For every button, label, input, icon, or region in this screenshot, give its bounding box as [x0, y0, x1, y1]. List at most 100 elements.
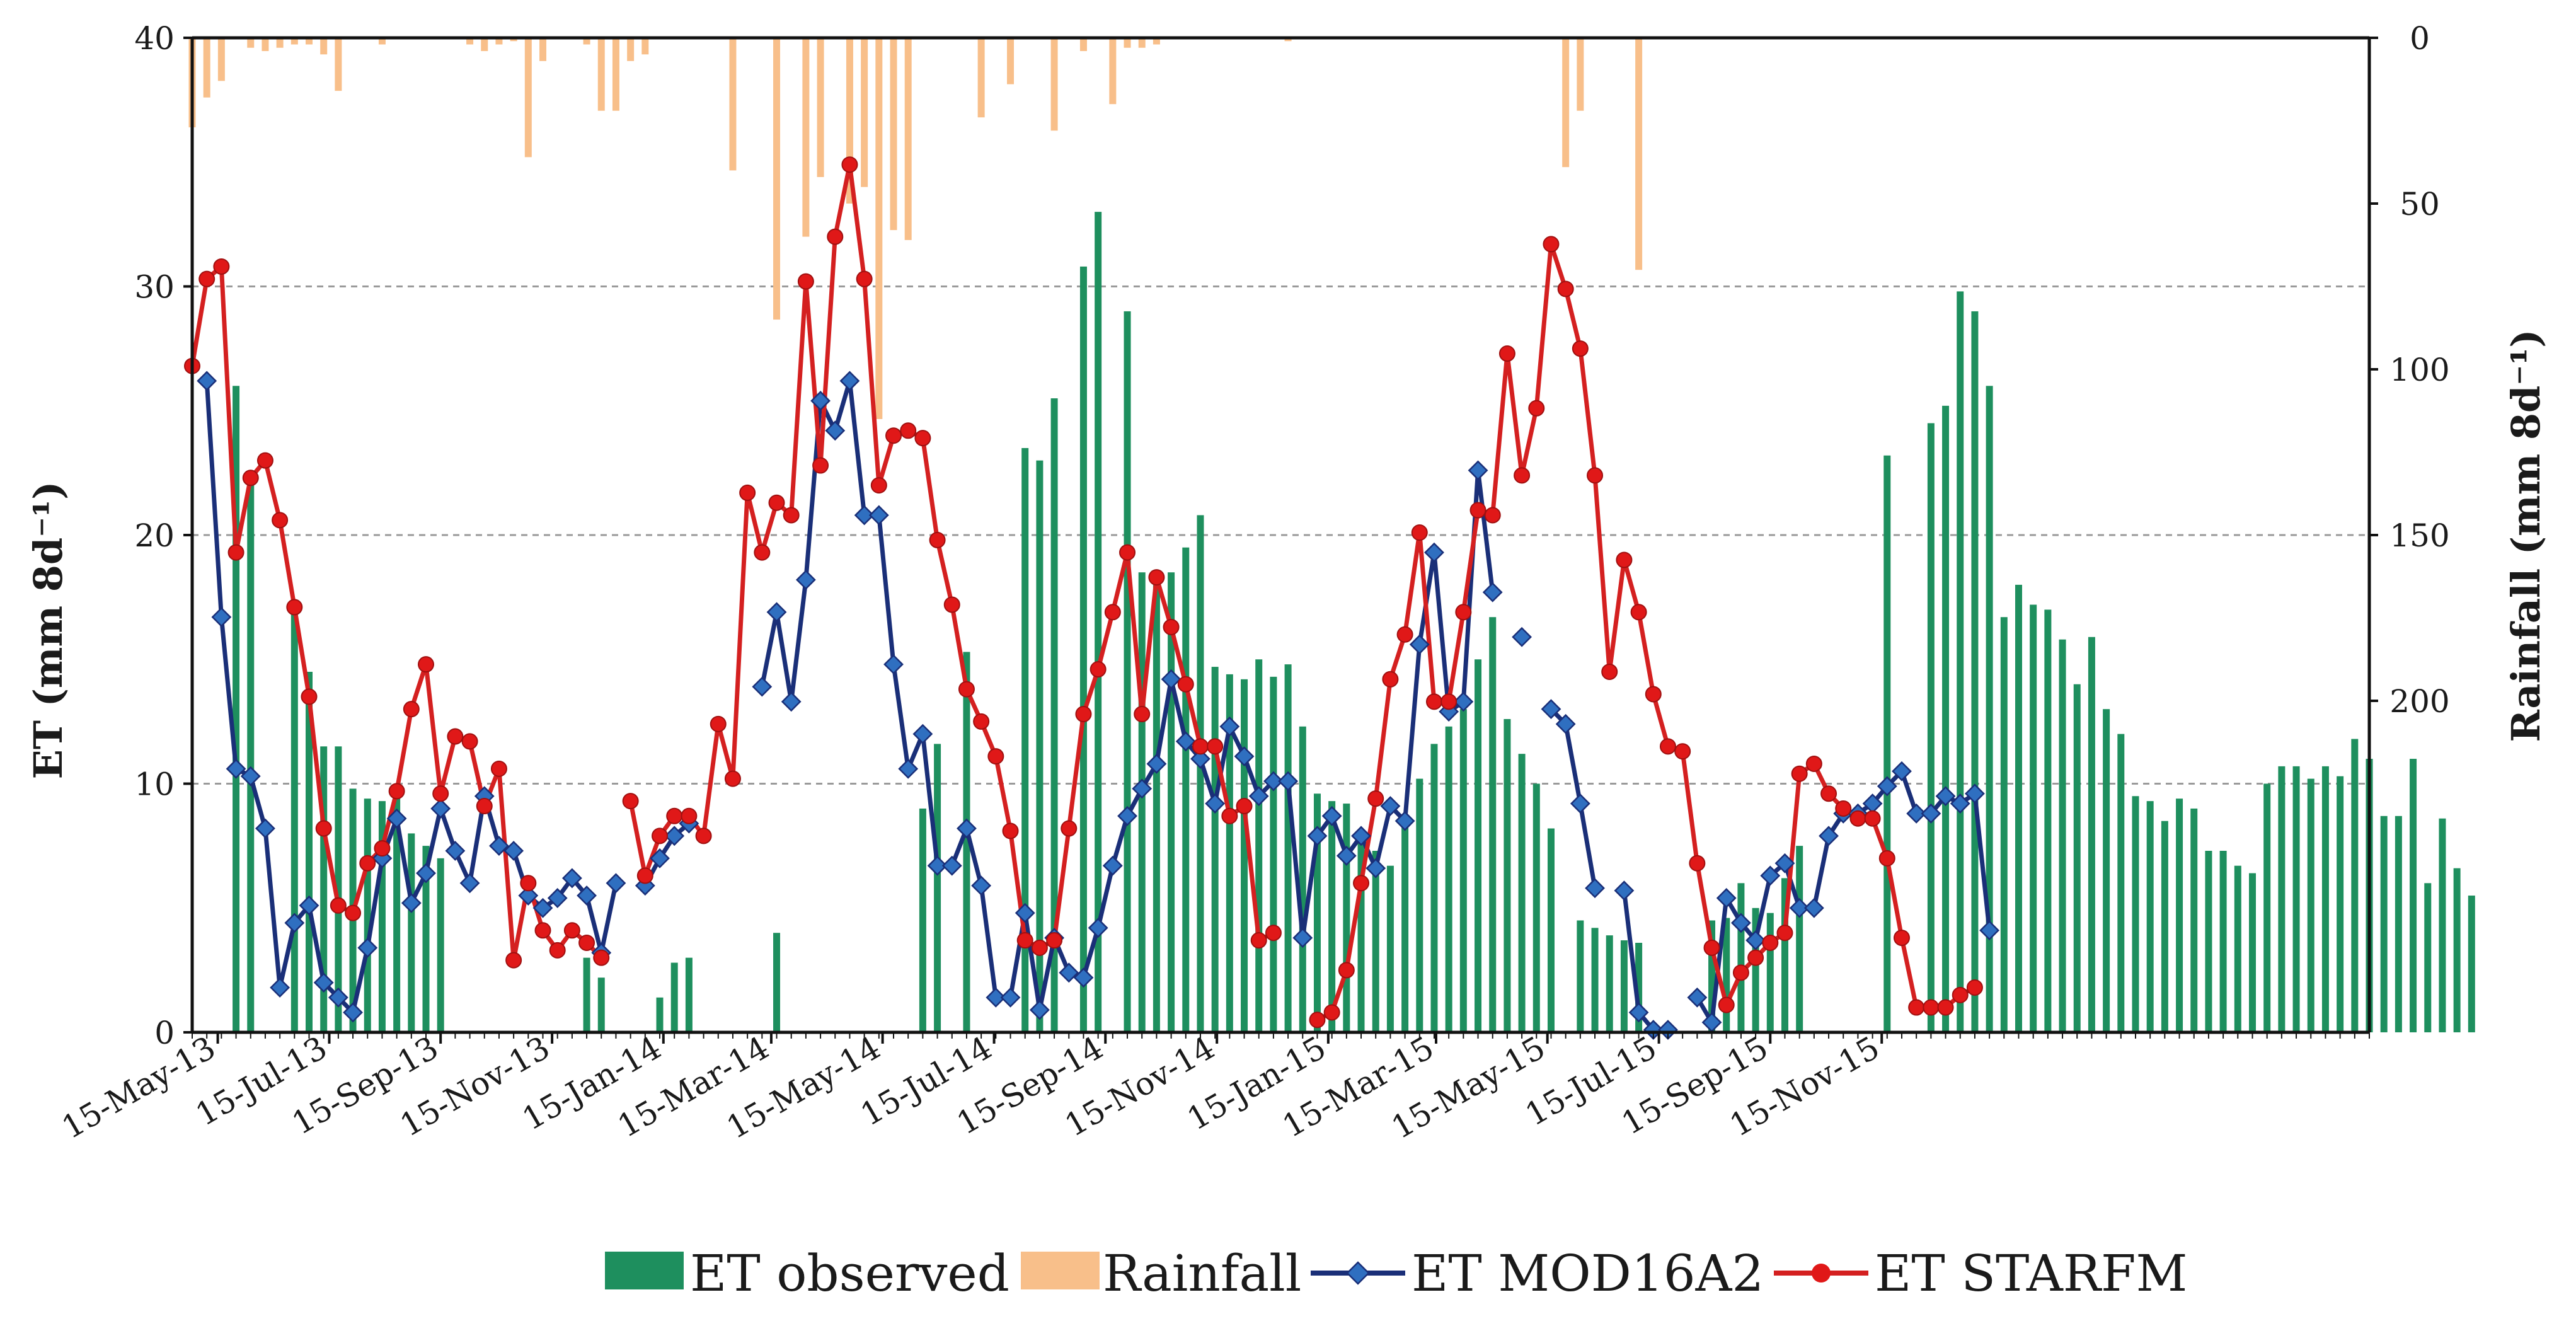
- et-observed-bar: [1313, 793, 1321, 1032]
- et-observed-bar: [1957, 291, 1964, 1032]
- rainfall-bar: [817, 38, 824, 177]
- et-mod16a2-point: [1351, 826, 1371, 846]
- rainfall-bar: [335, 38, 342, 91]
- et-starfm-point: [1031, 939, 1048, 956]
- et-starfm-point: [1134, 706, 1151, 723]
- et-mod16a2-point: [1088, 918, 1108, 938]
- et-mod16a2-point: [1015, 902, 1035, 923]
- et-observed-bar: [656, 997, 664, 1032]
- et-mod16a2-point: [1336, 845, 1357, 866]
- et-starfm-point: [1075, 706, 1092, 723]
- legend: ET observed Rainfall ET MOD16A2 ET STARF…: [605, 1244, 2187, 1303]
- et-starfm-point: [710, 715, 727, 732]
- rainfall-bar: [1109, 38, 1117, 105]
- et-starfm-point: [1250, 932, 1267, 949]
- et-mod16a2-point: [1278, 771, 1299, 792]
- rainfall-bar: [217, 38, 225, 81]
- et-observed-bar: [1050, 398, 1058, 1032]
- et-starfm-point: [1353, 875, 1370, 892]
- legend-swatch-rainfall: [1021, 1252, 1100, 1289]
- et-mod16a2-point: [1979, 920, 2000, 941]
- rainfall-bar: [904, 38, 912, 240]
- et-observed-bar: [2015, 584, 2022, 1032]
- et-mod16a2-point: [1906, 803, 1927, 824]
- et-mod16a2-point: [971, 875, 992, 896]
- et-observed-bar: [306, 671, 313, 1032]
- et-observed-bar: [1153, 572, 1160, 1032]
- et-mod16a2-point: [957, 818, 977, 839]
- et-mod16a2-point: [650, 848, 670, 868]
- et-starfm-point: [1440, 693, 1458, 710]
- et-observed-bar: [1475, 659, 1482, 1032]
- et-mod16a2-point: [825, 420, 846, 441]
- et-starfm-point: [856, 270, 873, 287]
- x-tick-label: 15-May-13: [55, 1029, 221, 1146]
- et-observed-bar: [2219, 851, 2227, 1032]
- et-starfm-point: [1236, 798, 1253, 815]
- et-starfm-segment: [1316, 241, 1976, 1022]
- et-starfm-point: [1046, 932, 1063, 949]
- legend-label-et-observed: ET observed: [690, 1244, 1009, 1303]
- et-starfm-point: [1469, 502, 1486, 519]
- rainfall-bar: [1635, 38, 1643, 270]
- et-starfm-point: [1557, 280, 1574, 297]
- et-observed-bar: [1606, 935, 1613, 1032]
- et-mod16a2-point: [839, 371, 860, 391]
- et-starfm-point: [1455, 604, 1472, 621]
- et-starfm-points: [184, 156, 1983, 1029]
- et-observed-bar: [364, 798, 371, 1032]
- left-axis-title: ET (mm 8d⁻¹): [25, 481, 71, 780]
- et-observed-bar: [773, 933, 781, 1032]
- et-starfm-point: [1543, 236, 1560, 253]
- rainfall-bar: [1284, 38, 1292, 42]
- et-starfm-point: [1776, 925, 1793, 942]
- et-observed-bar: [1796, 846, 1803, 1032]
- et-mod16a2-point: [1701, 1012, 1722, 1033]
- et-starfm-point: [1601, 663, 1618, 680]
- et-starfm-point: [1016, 932, 1033, 949]
- et-mod16a2-point: [1234, 746, 1255, 767]
- et-mod16a2-point: [1687, 987, 1708, 1008]
- et-observed-bar: [2424, 883, 2432, 1032]
- et-mod16a2-point: [1380, 796, 1401, 816]
- et-mod16a2-point: [1482, 582, 1503, 602]
- et-mod16a2-point: [1219, 716, 1240, 737]
- et-mod16a2-point: [1541, 699, 1561, 720]
- et-mod16a2-segment: [643, 821, 691, 887]
- et-mod16a2-point: [401, 892, 422, 913]
- legend-swatch-et-observed: [605, 1252, 684, 1289]
- et-starfm-point: [1163, 618, 1180, 635]
- et-observed-bar: [919, 808, 926, 1032]
- et-starfm-point: [1484, 507, 1501, 524]
- et-starfm-point: [652, 827, 669, 845]
- et-observed-bar: [963, 652, 970, 1032]
- et-mod16a2-point: [986, 987, 1006, 1008]
- et-starfm-point: [695, 827, 712, 845]
- et-mod16a2-segment: [1549, 707, 1597, 889]
- et-starfm-point: [301, 688, 318, 705]
- et-starfm-point: [1514, 467, 1531, 484]
- et-starfm-point: [870, 477, 887, 494]
- et-observed-bar: [597, 977, 605, 1032]
- et-mod16a2-point: [416, 863, 436, 884]
- et-observed-bar: [2263, 783, 2271, 1032]
- et-mod16a2-point: [1394, 810, 1415, 831]
- et-mod16a2-point: [577, 885, 597, 906]
- rainfall-bar: [1079, 38, 1087, 52]
- legend-label-et-mod16a2: ET MOD16A2: [1412, 1244, 1764, 1303]
- et-starfm-point: [330, 897, 347, 914]
- et-mod16a2-point: [532, 897, 553, 918]
- et-starfm-point: [1908, 999, 1925, 1016]
- et-starfm-point: [1192, 738, 1209, 755]
- et-starfm-point: [1864, 810, 1881, 827]
- et-observed-bar: [2453, 868, 2461, 1032]
- rainfall-bar: [276, 38, 284, 48]
- et-mod16a2-point: [240, 766, 261, 787]
- et-starfm-point: [724, 770, 741, 787]
- et-mod16a2-point: [1073, 967, 1094, 988]
- et-starfm-point: [1689, 855, 1706, 872]
- et-mod16a2-point: [1453, 691, 1474, 712]
- et-starfm-point: [681, 807, 698, 824]
- et-observed-bar: [2248, 873, 2256, 1032]
